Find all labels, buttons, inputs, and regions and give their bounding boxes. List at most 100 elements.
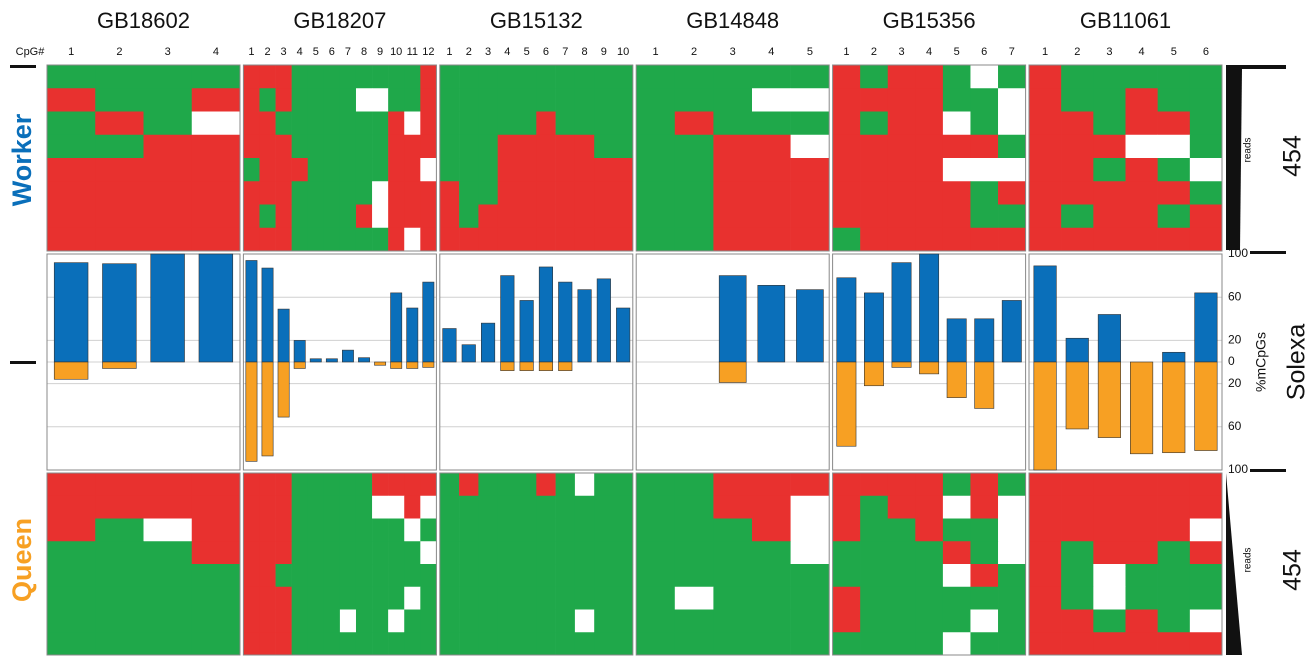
read-cell	[752, 586, 791, 610]
read-cell	[439, 632, 460, 656]
read-cell	[915, 204, 944, 229]
read-cell	[594, 134, 614, 159]
cpg-number: 11	[407, 46, 418, 58]
read-cell	[459, 586, 479, 610]
worker-bar	[836, 277, 857, 363]
cpg-number: 3	[485, 46, 491, 58]
read-cell	[143, 227, 193, 252]
read-cell	[388, 586, 405, 610]
heatmap-frame	[832, 472, 1027, 656]
read-cell	[307, 473, 325, 497]
read-cell	[674, 158, 714, 182]
read-cell	[307, 181, 325, 205]
read-cell	[915, 473, 944, 497]
read-cell	[191, 495, 241, 519]
cpg-number: 3	[165, 46, 171, 58]
read-cell	[517, 495, 537, 519]
read-cell	[47, 541, 96, 565]
read-cell	[404, 227, 421, 252]
read-cell	[191, 88, 241, 112]
read-cell	[420, 65, 437, 89]
read-cell	[291, 586, 309, 610]
read-cell	[355, 632, 373, 656]
cpg-number: 5	[954, 46, 960, 58]
read-cell	[970, 495, 999, 519]
y-tick-label: 60	[1228, 289, 1242, 303]
worker-label: Worker	[7, 113, 37, 206]
read-cell	[1029, 181, 1062, 205]
read-cell	[95, 564, 144, 588]
read-cell	[355, 204, 373, 229]
read-cell	[439, 88, 460, 112]
read-cell	[191, 518, 241, 542]
read-cell	[1093, 134, 1126, 159]
read-cell	[574, 586, 595, 610]
read-cell	[832, 158, 861, 182]
read-cell	[420, 473, 437, 497]
read-cell	[832, 518, 861, 542]
read-cell	[243, 158, 260, 182]
read-cell	[636, 111, 676, 136]
read-cell	[478, 88, 498, 112]
read-cell	[713, 541, 753, 565]
read-cell	[1189, 586, 1223, 610]
read-cell	[259, 111, 276, 136]
read-cell	[47, 632, 96, 656]
read-cell	[517, 181, 537, 205]
worker-bar	[718, 275, 747, 363]
read-cell	[790, 181, 830, 205]
read-cell	[420, 632, 437, 656]
gene-name: GB18602	[97, 8, 190, 33]
read-cell	[574, 473, 595, 497]
read-cell	[594, 495, 614, 519]
read-cell	[243, 181, 260, 205]
read-cell	[143, 158, 193, 182]
read-cell	[1093, 473, 1126, 497]
read-cell	[790, 632, 830, 656]
read-cell	[752, 227, 791, 252]
read-cell	[497, 181, 518, 205]
read-cell	[970, 88, 999, 112]
read-cell	[459, 609, 479, 633]
gene-name: GB14848	[686, 8, 779, 33]
read-cell	[439, 609, 460, 633]
read-cell	[832, 541, 861, 565]
read-cell	[790, 586, 830, 610]
heatmap-frame	[46, 472, 241, 656]
read-cell	[404, 65, 421, 89]
read-cell	[372, 564, 389, 588]
worker-bar	[325, 358, 338, 363]
read-cell	[915, 158, 944, 182]
read-cell	[439, 495, 460, 519]
read-cell	[291, 65, 309, 89]
read-cell	[594, 609, 614, 633]
read-cell	[355, 65, 373, 89]
read-cell	[1029, 609, 1062, 633]
read-cell	[388, 227, 405, 252]
read-cell	[143, 518, 193, 542]
read-cell	[887, 541, 916, 565]
read-cell	[613, 227, 634, 252]
read-cell	[339, 134, 357, 159]
bar-panel-frame	[1028, 253, 1223, 471]
read-cell	[887, 564, 916, 588]
read-cell	[372, 88, 389, 112]
read-cell	[1125, 88, 1158, 112]
read-cell	[555, 227, 576, 252]
read-cell	[713, 204, 753, 229]
read-cell	[594, 227, 614, 252]
cpg-number: 8	[581, 46, 587, 58]
read-cell	[536, 111, 556, 136]
read-cell	[323, 227, 341, 252]
read-cell	[291, 204, 309, 229]
worker-bar	[796, 289, 824, 363]
read-cell	[636, 586, 676, 610]
read-cell	[372, 158, 389, 182]
cpg-number: 4	[213, 46, 219, 58]
read-cell	[191, 158, 241, 182]
read-cell	[1189, 541, 1223, 565]
queen-bar	[500, 361, 515, 371]
read-cell	[713, 632, 753, 656]
read-cell	[259, 88, 276, 112]
read-cell	[404, 609, 421, 633]
